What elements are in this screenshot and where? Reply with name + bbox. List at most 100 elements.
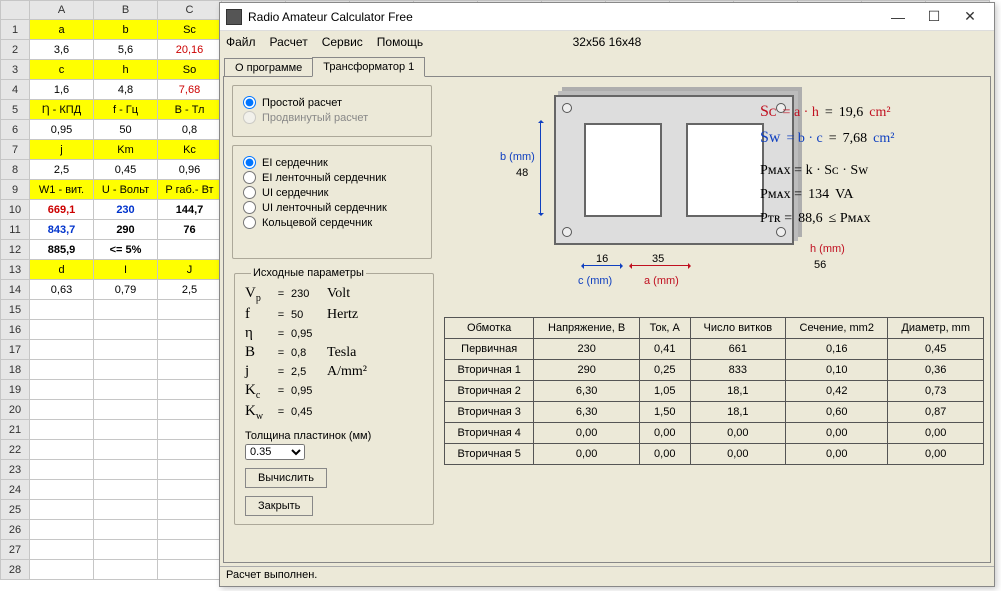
cell[interactable] [30, 540, 94, 560]
cell[interactable] [94, 440, 158, 460]
cell[interactable] [30, 500, 94, 520]
radio-ui[interactable]: UI сердечник [243, 186, 421, 199]
row-header[interactable]: 3 [1, 60, 30, 80]
cell[interactable]: 0,79 [94, 280, 158, 300]
cell[interactable] [30, 380, 94, 400]
cell[interactable]: h [94, 60, 158, 80]
cell[interactable] [158, 360, 222, 380]
cell[interactable]: P габ.- Вт [158, 180, 222, 200]
row-header[interactable]: 17 [1, 340, 30, 360]
row-header[interactable]: 21 [1, 420, 30, 440]
cell[interactable] [94, 420, 158, 440]
thickness-select[interactable]: 0.35 [245, 444, 305, 460]
row-header[interactable]: 20 [1, 400, 30, 420]
cell[interactable] [94, 520, 158, 540]
cell[interactable]: 5,6 [94, 40, 158, 60]
row-header[interactable]: 24 [1, 480, 30, 500]
cell[interactable]: 20,16 [158, 40, 222, 60]
calculate-button[interactable]: Вычислить [245, 468, 327, 488]
cell[interactable]: 144,7 [158, 200, 222, 220]
cell[interactable] [30, 360, 94, 380]
row-header[interactable]: 11 [1, 220, 30, 240]
cell[interactable] [94, 380, 158, 400]
cell[interactable] [30, 560, 94, 580]
tab-transformer[interactable]: Трансформатор 1 [312, 57, 425, 77]
cell[interactable] [94, 480, 158, 500]
cell[interactable]: 0,96 [158, 160, 222, 180]
row-header[interactable]: 15 [1, 300, 30, 320]
row-header[interactable]: 5 [1, 100, 30, 120]
radio-ui-tape[interactable]: UI ленточный сердечник [243, 201, 421, 214]
radio-simple[interactable]: Простой расчет [243, 96, 421, 109]
cell[interactable]: So [158, 60, 222, 80]
row-header[interactable]: 26 [1, 520, 30, 540]
menu-service[interactable]: Сервис [322, 35, 363, 49]
row-header[interactable]: 2 [1, 40, 30, 60]
cell[interactable]: j [30, 140, 94, 160]
cell[interactable]: 2,5 [158, 280, 222, 300]
minimize-button[interactable]: — [880, 6, 916, 28]
close-panel-button[interactable]: Закрыть [245, 496, 313, 516]
cell[interactable]: 76 [158, 220, 222, 240]
row-header[interactable]: 1 [1, 20, 30, 40]
corner-cell[interactable] [1, 1, 30, 20]
cell[interactable]: 0,8 [158, 120, 222, 140]
row-header[interactable]: 7 [1, 140, 30, 160]
cell[interactable]: J [158, 260, 222, 280]
cell[interactable] [158, 240, 222, 260]
row-header[interactable]: 27 [1, 540, 30, 560]
cell[interactable]: a [30, 20, 94, 40]
cell[interactable]: 50 [94, 120, 158, 140]
cell[interactable] [158, 300, 222, 320]
row-header[interactable]: 6 [1, 120, 30, 140]
row-header[interactable]: 4 [1, 80, 30, 100]
maximize-button[interactable]: ☐ [916, 6, 952, 28]
cell[interactable] [94, 560, 158, 580]
cell[interactable] [94, 460, 158, 480]
col-header[interactable]: C [158, 1, 222, 20]
cell[interactable]: Kc [158, 140, 222, 160]
cell[interactable]: 290 [94, 220, 158, 240]
cell[interactable]: I [94, 260, 158, 280]
radio-ei-tape[interactable]: EI ленточный сердечник [243, 171, 421, 184]
cell[interactable] [158, 560, 222, 580]
cell[interactable] [158, 460, 222, 480]
cell[interactable]: b [94, 20, 158, 40]
cell[interactable] [30, 400, 94, 420]
cell[interactable] [30, 460, 94, 480]
row-header[interactable]: 28 [1, 560, 30, 580]
cell[interactable] [30, 340, 94, 360]
close-button[interactable]: ✕ [952, 6, 988, 28]
cell[interactable] [158, 500, 222, 520]
menu-help[interactable]: Помощь [377, 35, 423, 49]
cell[interactable]: <= 5% [94, 240, 158, 260]
tab-about[interactable]: О программе [224, 58, 313, 77]
row-header[interactable]: 16 [1, 320, 30, 340]
cell[interactable] [94, 360, 158, 380]
row-header[interactable]: 23 [1, 460, 30, 480]
col-header[interactable]: B [94, 1, 158, 20]
row-header[interactable]: 13 [1, 260, 30, 280]
cell[interactable]: 2,5 [30, 160, 94, 180]
cell[interactable] [30, 300, 94, 320]
cell[interactable] [30, 440, 94, 460]
cell[interactable]: 669,1 [30, 200, 94, 220]
cell[interactable]: 0,95 [30, 120, 94, 140]
radio-ring[interactable]: Кольцевой сердечник [243, 216, 421, 229]
radio-ei[interactable]: EI сердечник [243, 156, 421, 169]
cell[interactable]: d [30, 260, 94, 280]
cell[interactable]: U - Вольт [94, 180, 158, 200]
cell[interactable]: W1 - вит. [30, 180, 94, 200]
cell[interactable]: 230 [94, 200, 158, 220]
cell[interactable] [158, 420, 222, 440]
row-header[interactable]: 22 [1, 440, 30, 460]
row-header[interactable]: 14 [1, 280, 30, 300]
radio-simple-input[interactable] [243, 96, 256, 109]
col-header[interactable]: A [30, 1, 94, 20]
cell[interactable]: 3,6 [30, 40, 94, 60]
cell[interactable]: Ƞ - КПД [30, 100, 94, 120]
cell[interactable]: c [30, 60, 94, 80]
cell[interactable] [30, 480, 94, 500]
cell[interactable] [94, 540, 158, 560]
cell[interactable] [94, 500, 158, 520]
